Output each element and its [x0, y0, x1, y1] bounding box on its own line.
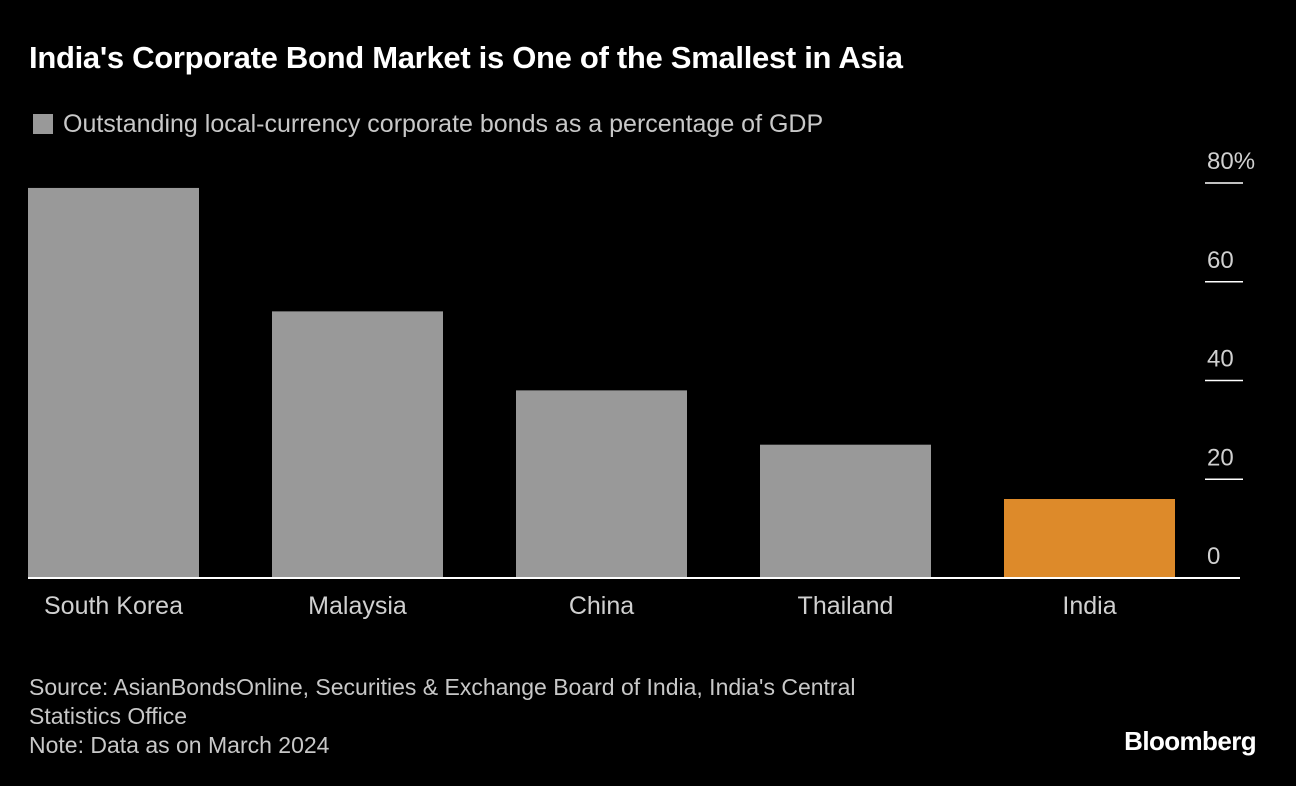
bar-malaysia	[272, 311, 443, 578]
x-tick-label-china: China	[569, 592, 634, 620]
y-tick-label-0: 0	[1207, 543, 1220, 570]
bar-thailand	[760, 444, 931, 578]
legend: Outstanding local-currency corporate bon…	[33, 106, 823, 142]
chart-title: India's Corporate Bond Market is One of …	[29, 40, 903, 75]
x-tick-label-malaysia: Malaysia	[308, 592, 407, 620]
legend-swatch	[33, 114, 53, 134]
bloomberg-logo: Bloomberg	[1124, 726, 1256, 756]
bar-china	[516, 390, 687, 578]
source-note: Source: AsianBondsOnline, Securities & E…	[29, 673, 855, 760]
x-tick-label-south-korea: South Korea	[44, 592, 183, 620]
x-tick-label-thailand: Thailand	[798, 592, 894, 620]
bar-india	[1004, 499, 1175, 578]
y-tick-label-40: 40	[1207, 346, 1234, 373]
source-line-1: Source: AsianBondsOnline, Securities & E…	[29, 674, 856, 700]
note-line: Note: Data as on March 2024	[29, 732, 330, 758]
bar-south-korea	[28, 187, 199, 578]
y-tick-label-20: 20	[1207, 444, 1234, 471]
legend-label: Outstanding local-currency corporate bon…	[63, 109, 824, 138]
source-line-2: Statistics Office	[29, 703, 188, 729]
y-tick-label-80: 80%	[1207, 148, 1255, 175]
x-tick-label-india: India	[1062, 592, 1116, 620]
y-tick-label-60: 60	[1207, 247, 1234, 274]
